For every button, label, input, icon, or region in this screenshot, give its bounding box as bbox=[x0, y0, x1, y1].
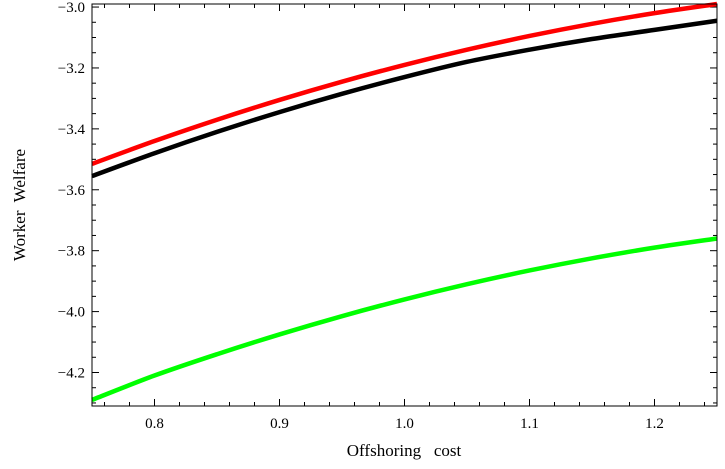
x-axis-title: Offshoring cost bbox=[347, 441, 462, 460]
x-tick-label: 1.0 bbox=[395, 416, 414, 432]
y-tick-label: −3.8 bbox=[58, 244, 85, 260]
x-tick-label: 0.9 bbox=[270, 416, 289, 432]
y-tick-label: −3.2 bbox=[58, 61, 85, 77]
series-line-1 bbox=[91, 1, 718, 167]
x-tick-label: 0.8 bbox=[145, 416, 164, 432]
y-tick-label: −4.0 bbox=[58, 305, 85, 321]
y-axis-title: Worker Welfare bbox=[10, 149, 29, 261]
y-tick-label: −3.0 bbox=[58, 0, 85, 16]
y-tick-label: −4.2 bbox=[58, 366, 85, 382]
series-line-3 bbox=[91, 236, 718, 403]
y-tick-label: −3.6 bbox=[58, 183, 86, 199]
series-line-2 bbox=[91, 18, 718, 179]
plot-frame bbox=[91, 3, 718, 407]
y-tick-label: −3.4 bbox=[58, 122, 86, 138]
x-tick-label: 1.1 bbox=[520, 416, 539, 432]
x-tick-label: 1.2 bbox=[645, 416, 664, 432]
